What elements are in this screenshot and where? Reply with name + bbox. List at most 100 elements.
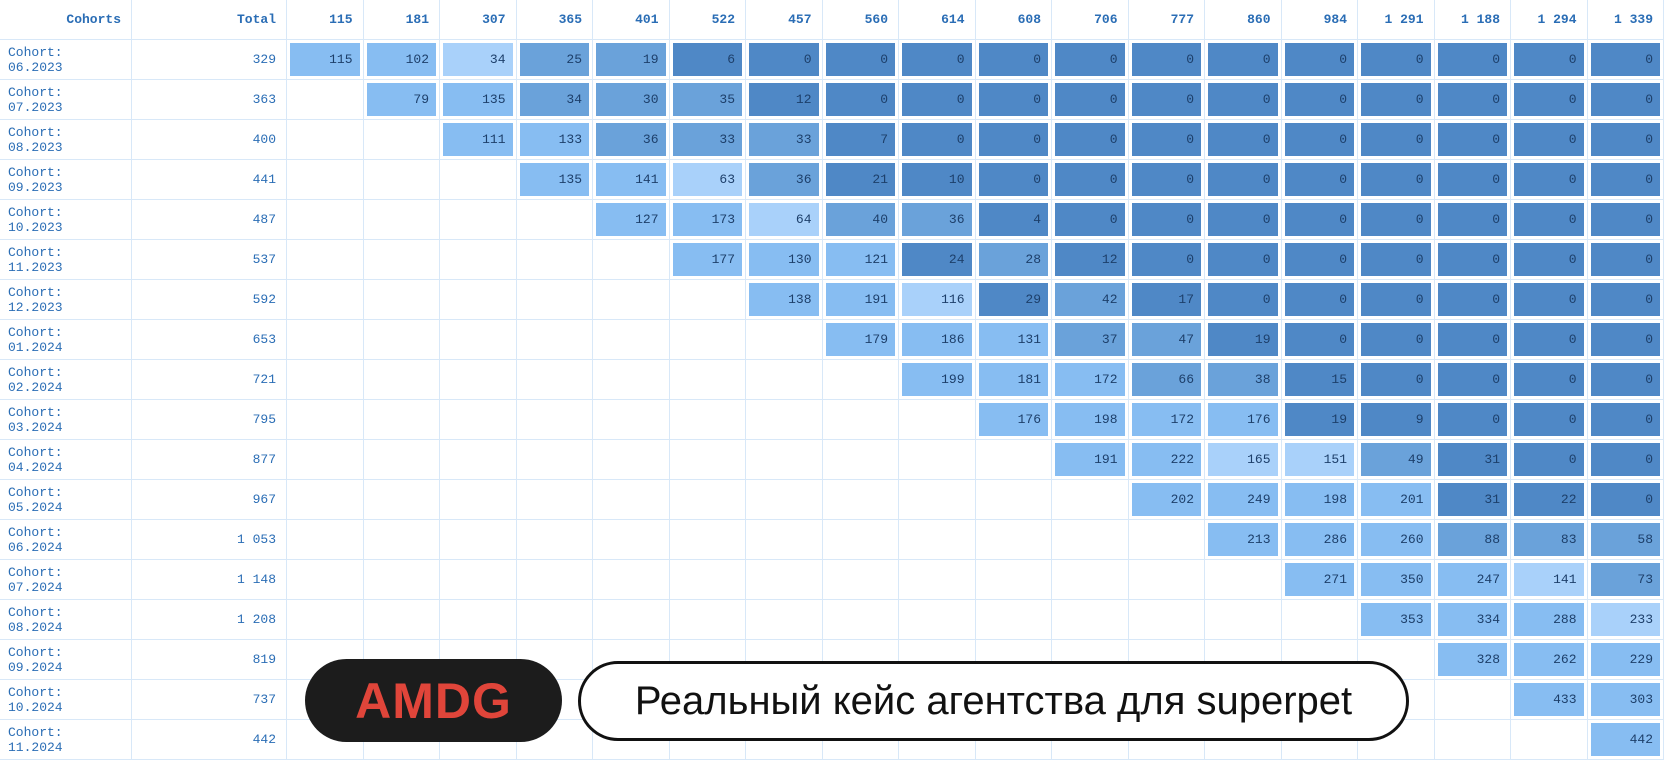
value-cell: [899, 600, 976, 640]
heat-fill: [978, 43, 1048, 76]
value-cell: 35: [669, 80, 746, 120]
value-cell: [516, 560, 593, 600]
value-cell: 47: [1128, 320, 1205, 360]
cell-value: 115: [329, 52, 353, 67]
heat-fill: [1590, 43, 1660, 76]
cell-value: 0: [1339, 332, 1347, 347]
heat-fill: [519, 163, 589, 196]
heat-fill: [1590, 523, 1660, 556]
heat-fill: [749, 283, 819, 316]
cell-value: 0: [1645, 332, 1653, 347]
cell-value: 9: [1415, 412, 1424, 427]
value-cell: 0: [1587, 440, 1664, 480]
cell-value: 201: [1400, 492, 1424, 507]
cell-value: 0: [1568, 252, 1577, 267]
value-cell: 0: [1434, 160, 1511, 200]
heat-fill: [1514, 563, 1584, 596]
cell-value: 34: [489, 52, 506, 67]
heat-fill: [1284, 163, 1354, 196]
heat-fill: [1208, 243, 1278, 276]
value-cell: 79: [363, 80, 440, 120]
header-cell: 181: [363, 0, 440, 40]
row-total: 442: [252, 732, 276, 747]
value-cell: 0: [1511, 240, 1588, 280]
cell-value: 165: [1247, 452, 1271, 467]
heat-fill: [1284, 203, 1354, 236]
heat-fill: [1590, 203, 1660, 236]
value-cell: [440, 520, 517, 560]
heat-fill: [672, 203, 742, 236]
cell-value: 6: [727, 52, 735, 67]
cell-value: 0: [1109, 212, 1118, 227]
value-cell: 135: [516, 160, 593, 200]
value-cell: 0: [1281, 240, 1358, 280]
row-label-cell: Cohort: 07.2024: [0, 560, 132, 600]
value-cell: [746, 400, 823, 440]
heat-fill: [1590, 723, 1660, 756]
heat-fill: [1590, 643, 1660, 676]
value-cell: 0: [1434, 40, 1511, 80]
value-cell: 0: [1281, 320, 1358, 360]
value-cell: 334: [1434, 600, 1511, 640]
heat-fill: [596, 123, 666, 156]
heat-fill: [978, 243, 1048, 276]
value-cell: 0: [1052, 80, 1129, 120]
header-text: 365: [558, 12, 582, 27]
value-cell: 36: [899, 200, 976, 240]
value-cell: [287, 320, 364, 360]
cell-value: 0: [1645, 52, 1653, 67]
row-label-cell: Cohort: 11.2023: [0, 240, 132, 280]
value-cell: [822, 360, 899, 400]
value-cell: 0: [1128, 120, 1205, 160]
heat-fill: [1131, 243, 1201, 276]
row-label-cell: Cohort: 08.2023: [0, 120, 132, 160]
heat-fill: [1514, 643, 1584, 676]
row-label: Cohort: 08.2023: [8, 124, 63, 155]
cell-value: 19: [1331, 412, 1347, 427]
heat-fill: [1514, 83, 1584, 116]
heat-fill: [1514, 203, 1584, 236]
heat-fill: [1437, 363, 1507, 396]
cell-value: 0: [1645, 492, 1653, 507]
cell-value: 0: [1339, 132, 1347, 147]
logo-badge: AMDG: [305, 659, 562, 742]
cell-value: 0: [1186, 92, 1194, 107]
value-cell: [746, 480, 823, 520]
value-cell: 151: [1281, 440, 1358, 480]
heat-fill: [1437, 203, 1507, 236]
cell-value: 0: [1262, 132, 1271, 147]
value-cell: 0: [975, 40, 1052, 80]
value-cell: [287, 200, 364, 240]
value-cell: [746, 560, 823, 600]
heat-fill: [1437, 603, 1507, 636]
row-label-cell: Cohort: 04.2024: [0, 440, 132, 480]
cell-value: 353: [1400, 612, 1424, 627]
header-text: 1 188: [1460, 12, 1500, 27]
value-cell: 0: [1511, 40, 1588, 80]
cell-value: 0: [1492, 172, 1500, 187]
value-cell: [363, 440, 440, 480]
cell-value: 0: [1645, 92, 1653, 107]
cell-value: 0: [1645, 252, 1653, 267]
heat-fill: [1361, 603, 1431, 636]
row-label-cell: Cohort: 06.2024: [0, 520, 132, 560]
total-cell: 1 208: [132, 600, 287, 640]
value-cell: [287, 440, 364, 480]
cell-value: 198: [1094, 412, 1118, 427]
value-cell: 0: [899, 40, 976, 80]
value-cell: [440, 480, 517, 520]
value-cell: 0: [1128, 200, 1205, 240]
value-cell: 0: [1052, 160, 1129, 200]
value-cell: 15: [1281, 360, 1358, 400]
heat-fill: [1131, 403, 1201, 436]
heat-fill: [902, 123, 972, 156]
heat-fill: [1590, 163, 1660, 196]
cell-value: 0: [1262, 292, 1271, 307]
cell-value: 286: [1323, 532, 1347, 547]
value-cell: 4: [975, 200, 1052, 240]
value-cell: 0: [1205, 280, 1282, 320]
value-cell: 0: [1587, 360, 1664, 400]
header-cell: 984: [1281, 0, 1358, 40]
heat-fill: [978, 123, 1048, 156]
cell-value: 262: [1553, 652, 1577, 667]
